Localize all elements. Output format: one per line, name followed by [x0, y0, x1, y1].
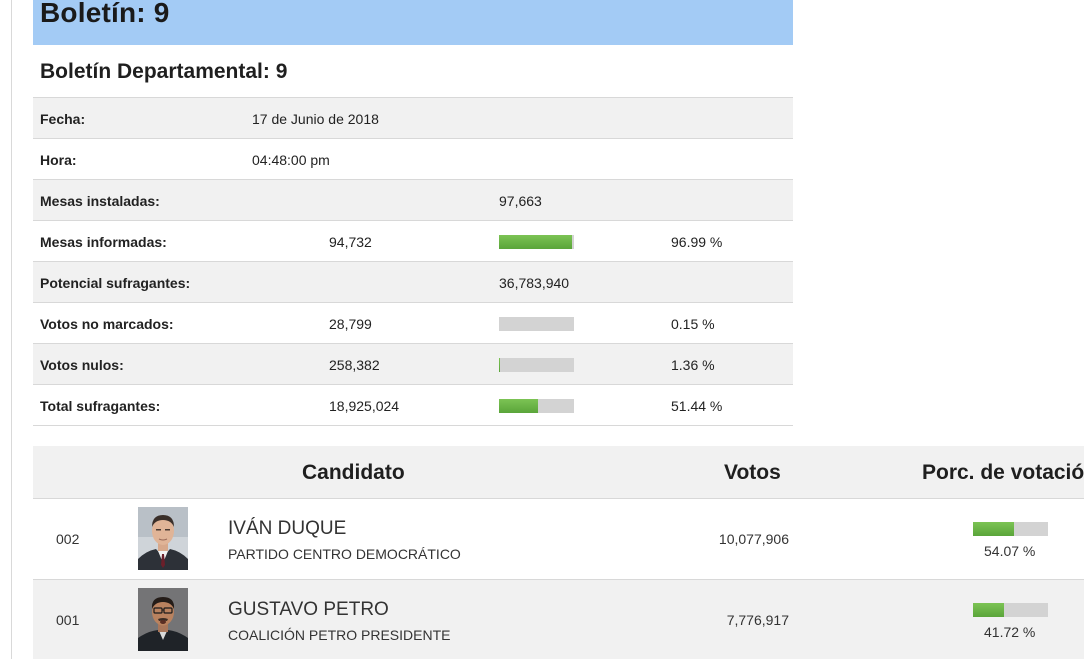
boletin-title-bar: Boletín: 9 — [33, 0, 793, 45]
info-row-total: Total sufragantes: 18,925,024 51.44 % — [33, 385, 793, 426]
hora-value: 04:48:00 pm — [252, 152, 330, 168]
fecha-value: 17 de Junio de 2018 — [252, 111, 379, 127]
mesas-informadas-progress-bar — [499, 235, 574, 249]
candidate-vote-bar — [973, 522, 1048, 536]
candidate-name: IVÁN DUQUE — [228, 518, 347, 539]
candidate-name: GUSTAVO PETRO — [228, 599, 389, 620]
candidate-code: 002 — [56, 531, 80, 547]
mesas-informadas-value: 94,732 — [329, 234, 372, 250]
boletin-info-table: Fecha: 17 de Junio de 2018 Hora: 04:48:0… — [33, 97, 793, 426]
total-percent: 51.44 % — [671, 398, 723, 414]
no-marcados-value: 28,799 — [329, 316, 372, 332]
page-left-border — [11, 0, 12, 659]
info-row-no-marcados: Votos no marcados: 28,799 0.15 % — [33, 303, 793, 344]
total-progress-fill — [499, 399, 538, 413]
candidates-table: Candidato Votos Porc. de votación 002 IV… — [33, 446, 1084, 659]
total-label: Total sufragantes: — [40, 398, 161, 414]
fecha-label: Fecha: — [40, 111, 86, 127]
nulos-label: Votos nulos: — [40, 357, 124, 373]
mesas-instaladas-label: Mesas instaladas: — [40, 193, 160, 209]
candidate-vote-bar-fill — [973, 522, 1014, 536]
nulos-progress-bar — [499, 358, 574, 372]
candidate-votes: 7,776,917 — [726, 612, 789, 628]
nulos-percent: 1.36 % — [671, 357, 715, 373]
candidate-party: COALICIÓN PETRO PRESIDENTE — [228, 627, 451, 643]
no-marcados-progress-bar — [499, 317, 574, 331]
info-row-mesas-instaladas: Mesas instaladas: 97,663 — [33, 180, 793, 221]
candidates-table-header: Candidato Votos Porc. de votación — [33, 446, 1084, 499]
candidate-vote-percent: 54.07 % — [984, 543, 1036, 559]
mesas-informadas-progress-fill — [499, 235, 572, 249]
page-title: Boletín: 9 — [40, 0, 170, 28]
nulos-value: 258,382 — [329, 357, 380, 373]
candidate-code: 001 — [56, 612, 80, 628]
candidate-vote-bar-fill — [973, 603, 1005, 617]
header-porc-votacion: Porc. de votación — [922, 461, 1084, 484]
candidate-row-duque: 002 IVÁN DUQUE PARTIDO CENTRO DEMOCRÁTIC… — [33, 499, 1084, 580]
total-value: 18,925,024 — [329, 398, 400, 414]
info-row-hora: Hora: 04:48:00 pm — [33, 139, 793, 180]
nulos-progress-fill — [499, 358, 501, 372]
candidate-vote-percent: 41.72 % — [984, 624, 1036, 640]
mesas-instaladas-value: 97,663 — [499, 193, 542, 209]
no-marcados-label: Votos no marcados: — [40, 316, 174, 332]
info-row-mesas-informadas: Mesas informadas: 94,732 96.99 % — [33, 221, 793, 262]
candidate-photo-duque — [138, 507, 188, 570]
header-votos: Votos — [724, 461, 781, 484]
info-row-potencial: Potencial sufragantes: 36,783,940 — [33, 262, 793, 303]
candidate-party: PARTIDO CENTRO DEMOCRÁTICO — [228, 546, 461, 562]
boletin-subtitle: Boletín Departamental: 9 — [40, 60, 288, 83]
mesas-informadas-percent: 96.99 % — [671, 234, 723, 250]
potencial-label: Potencial sufragantes: — [40, 275, 191, 291]
candidate-photo-petro — [138, 588, 188, 651]
total-progress-bar — [499, 399, 574, 413]
info-row-nulos: Votos nulos: 258,382 1.36 % — [33, 344, 793, 385]
header-candidato: Candidato — [302, 461, 405, 484]
hora-label: Hora: — [40, 152, 77, 168]
candidate-row-petro: 001 GUSTAVO PETRO COALICIÓN PETRO PRESID… — [33, 580, 1084, 659]
mesas-informadas-label: Mesas informadas: — [40, 234, 167, 250]
no-marcados-percent: 0.15 % — [671, 316, 715, 332]
candidate-votes: 10,077,906 — [718, 531, 789, 547]
potencial-value: 36,783,940 — [499, 275, 570, 291]
info-row-fecha: Fecha: 17 de Junio de 2018 — [33, 98, 793, 139]
candidate-vote-bar — [973, 603, 1048, 617]
